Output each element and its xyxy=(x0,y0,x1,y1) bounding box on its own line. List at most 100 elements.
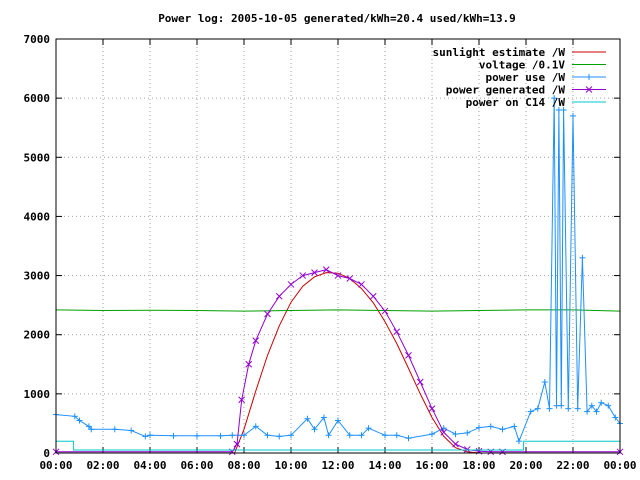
legend-item-sunlight-estimate-w: sunlight estimate /W xyxy=(433,46,606,59)
series-point-power-generated-w-d2 xyxy=(369,292,377,300)
series-point-power-generated-w-d2 xyxy=(428,405,436,412)
grid-layer xyxy=(56,39,620,453)
series-point-power-generated-w xyxy=(264,310,271,318)
series-point-power-generated-w-d2 xyxy=(311,269,318,276)
series-point-power-generated-w-d2 xyxy=(275,292,283,300)
series-point-power-generated-w-d2 xyxy=(245,360,253,368)
series-point-power-generated-w-d2 xyxy=(440,428,448,436)
x-tick-label: 10:00 xyxy=(274,459,307,472)
series-point-power-use-w xyxy=(598,399,605,406)
series-point-power-use-w xyxy=(574,405,581,412)
series-point-power-generated-w-d2 xyxy=(322,266,330,274)
series-point-power-use-w xyxy=(229,432,236,439)
series-point-power-generated-w-d2 xyxy=(393,328,401,336)
series-point-power-use-w xyxy=(593,408,600,415)
series-point-power-use-w xyxy=(325,432,332,439)
legend-item-power-on-c14-w: power on C14 /W xyxy=(466,96,606,109)
series-power-on-c14-w xyxy=(56,440,620,451)
legend-label: power generated /W xyxy=(446,84,566,97)
series-point-power-generated-w-d2 xyxy=(463,446,471,453)
y-tick-label: 5000 xyxy=(24,151,51,164)
series-point-power-generated-w-d2 xyxy=(233,440,241,448)
series-point-power-use-w xyxy=(579,254,586,261)
series-point-power-use-w xyxy=(320,414,327,421)
chart-title: Power log: 2005-10-05 generated/kWh=20.4… xyxy=(158,12,516,25)
series-point-power-generated-w xyxy=(233,440,241,448)
series-point-power-generated-w xyxy=(452,440,459,448)
series-sunlight-estimate-w xyxy=(234,272,491,454)
series-point-power-generated-w xyxy=(311,269,318,276)
series-point-power-use-w xyxy=(241,432,247,439)
tick-layer: 00:00 02:00 04:00 06:00 08:00 10:00 12:00 14:00… xyxy=(24,33,637,472)
series-line-voltage-0-1v xyxy=(55,309,621,312)
series-point-power-use-w xyxy=(541,379,548,386)
series-point-power-generated-w xyxy=(393,328,401,336)
series-voltage-0-1v xyxy=(55,309,621,312)
series-point-power-use-w xyxy=(346,432,353,439)
series-point-power-use-w xyxy=(570,112,576,119)
x-tick-label: 02:00 xyxy=(86,459,119,472)
series-point-power-generated-w-d2 xyxy=(238,396,246,404)
series-point-power-use-w xyxy=(551,95,558,102)
plot-border xyxy=(55,38,621,454)
legend-marker xyxy=(586,74,592,80)
series-point-power-generated-w xyxy=(238,396,246,404)
series-point-power-generated-w xyxy=(334,272,342,279)
series-point-power-use-w xyxy=(405,435,412,442)
x-tick-label: 04:00 xyxy=(133,459,166,472)
y-tick-label: 1000 xyxy=(24,388,51,401)
series-point-power-use-w xyxy=(194,432,200,439)
legend-item-power-generated-w: power generated /W xyxy=(446,84,606,97)
series-point-power-use-w xyxy=(499,426,506,433)
series-point-power-generated-w xyxy=(405,352,412,359)
series-point-power-use-w xyxy=(71,413,78,420)
series-point-power-generated-w-d2 xyxy=(334,272,342,279)
series-power-use-w xyxy=(53,95,623,445)
series-point-power-use-w xyxy=(311,426,318,433)
x-tick-label: 12:00 xyxy=(321,459,354,472)
series-point-power-use-w xyxy=(358,432,365,439)
series-line-power-use-w xyxy=(55,98,621,443)
legend-marker-d2 xyxy=(585,86,593,93)
series-point-power-generated-w xyxy=(245,360,253,368)
series-point-power-use-w xyxy=(534,405,541,412)
series-point-power-generated-w xyxy=(440,428,448,436)
series-point-power-use-w xyxy=(382,432,388,439)
series-point-power-use-w xyxy=(560,106,567,113)
series-point-power-use-w xyxy=(170,432,177,439)
series-point-power-use-w xyxy=(128,427,135,434)
legend-label: power on C14 /W xyxy=(466,96,566,109)
series-point-power-generated-w-d2 xyxy=(358,281,365,288)
series-point-power-generated-w-d2 xyxy=(346,275,354,282)
series-point-power-generated-w-d2 xyxy=(452,440,459,448)
series-point-power-generated-w xyxy=(463,446,471,453)
x-tick-label: 00:00 xyxy=(39,459,72,472)
series-point-power-use-w xyxy=(111,426,118,433)
y-tick-label: 7000 xyxy=(24,33,51,46)
series-point-power-use-w xyxy=(612,414,619,421)
series-line-sunlight-estimate-w xyxy=(234,272,491,454)
x-tick-label: 22:00 xyxy=(556,459,589,472)
y-tick-label: 2000 xyxy=(24,329,51,342)
series-point-power-generated-w-d2 xyxy=(405,352,412,359)
series-point-power-generated-w xyxy=(322,266,330,274)
series-point-power-use-w xyxy=(288,432,294,439)
series-point-power-generated-w xyxy=(346,275,354,282)
x-tick-label: 06:00 xyxy=(180,459,213,472)
series-layer xyxy=(52,95,624,456)
series-point-power-generated-w-d2 xyxy=(264,310,271,318)
series-point-power-generated-w xyxy=(369,292,377,300)
series-point-power-use-w xyxy=(429,431,435,438)
x-tick-label: 18:00 xyxy=(462,459,495,472)
series-point-power-use-w xyxy=(487,423,494,430)
series-line-power-generated-w xyxy=(56,269,620,453)
series-point-power-use-w xyxy=(476,424,482,431)
series-point-power-generated-w xyxy=(381,307,389,315)
series-point-power-use-w xyxy=(511,423,518,430)
series-point-power-generated-w xyxy=(252,337,260,344)
series-point-power-use-w xyxy=(393,432,400,439)
y-tick-label: 3000 xyxy=(24,270,51,283)
x-tick-label: 16:00 xyxy=(415,459,448,472)
series-point-power-generated-w-d2 xyxy=(416,378,424,386)
